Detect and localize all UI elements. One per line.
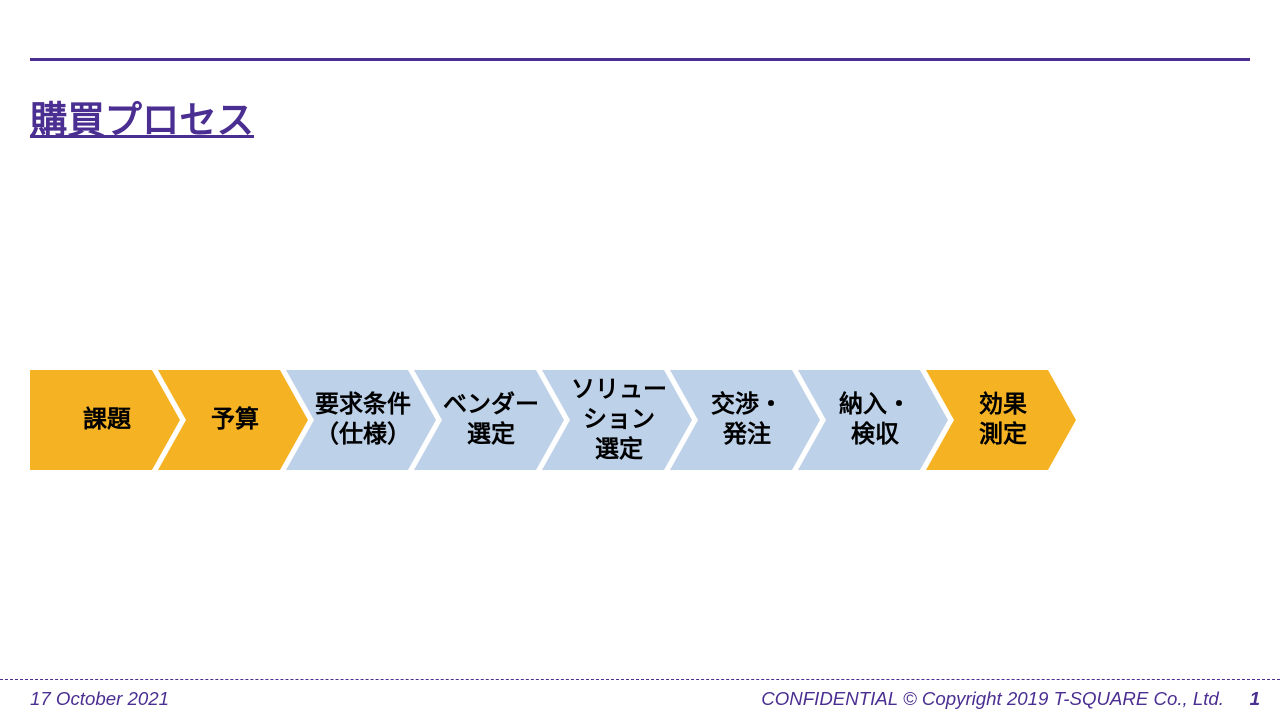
process-step-label: 効果 測定	[926, 370, 1076, 470]
footer-confidential: CONFIDENTIAL © Copyright 2019 T-SQUARE C…	[761, 688, 1224, 710]
top-rule	[30, 58, 1250, 61]
slide-title: 購買プロセス	[30, 90, 254, 144]
process-chevron-row: 課題予算要求条件 （仕様）ベンダー 選定ソリュー ション 選定交渉・ 発注納入・…	[30, 370, 1268, 470]
footer-date: 17 October 2021	[30, 688, 169, 710]
process-step: 効果 測定	[926, 370, 1076, 470]
footer-rule	[0, 679, 1280, 680]
footer-page-number: 1	[1242, 688, 1260, 710]
slide: 購買プロセス 課題予算要求条件 （仕様）ベンダー 選定ソリュー ション 選定交渉…	[0, 0, 1280, 720]
footer: 17 October 2021 CONFIDENTIAL © Copyright…	[30, 686, 1260, 712]
